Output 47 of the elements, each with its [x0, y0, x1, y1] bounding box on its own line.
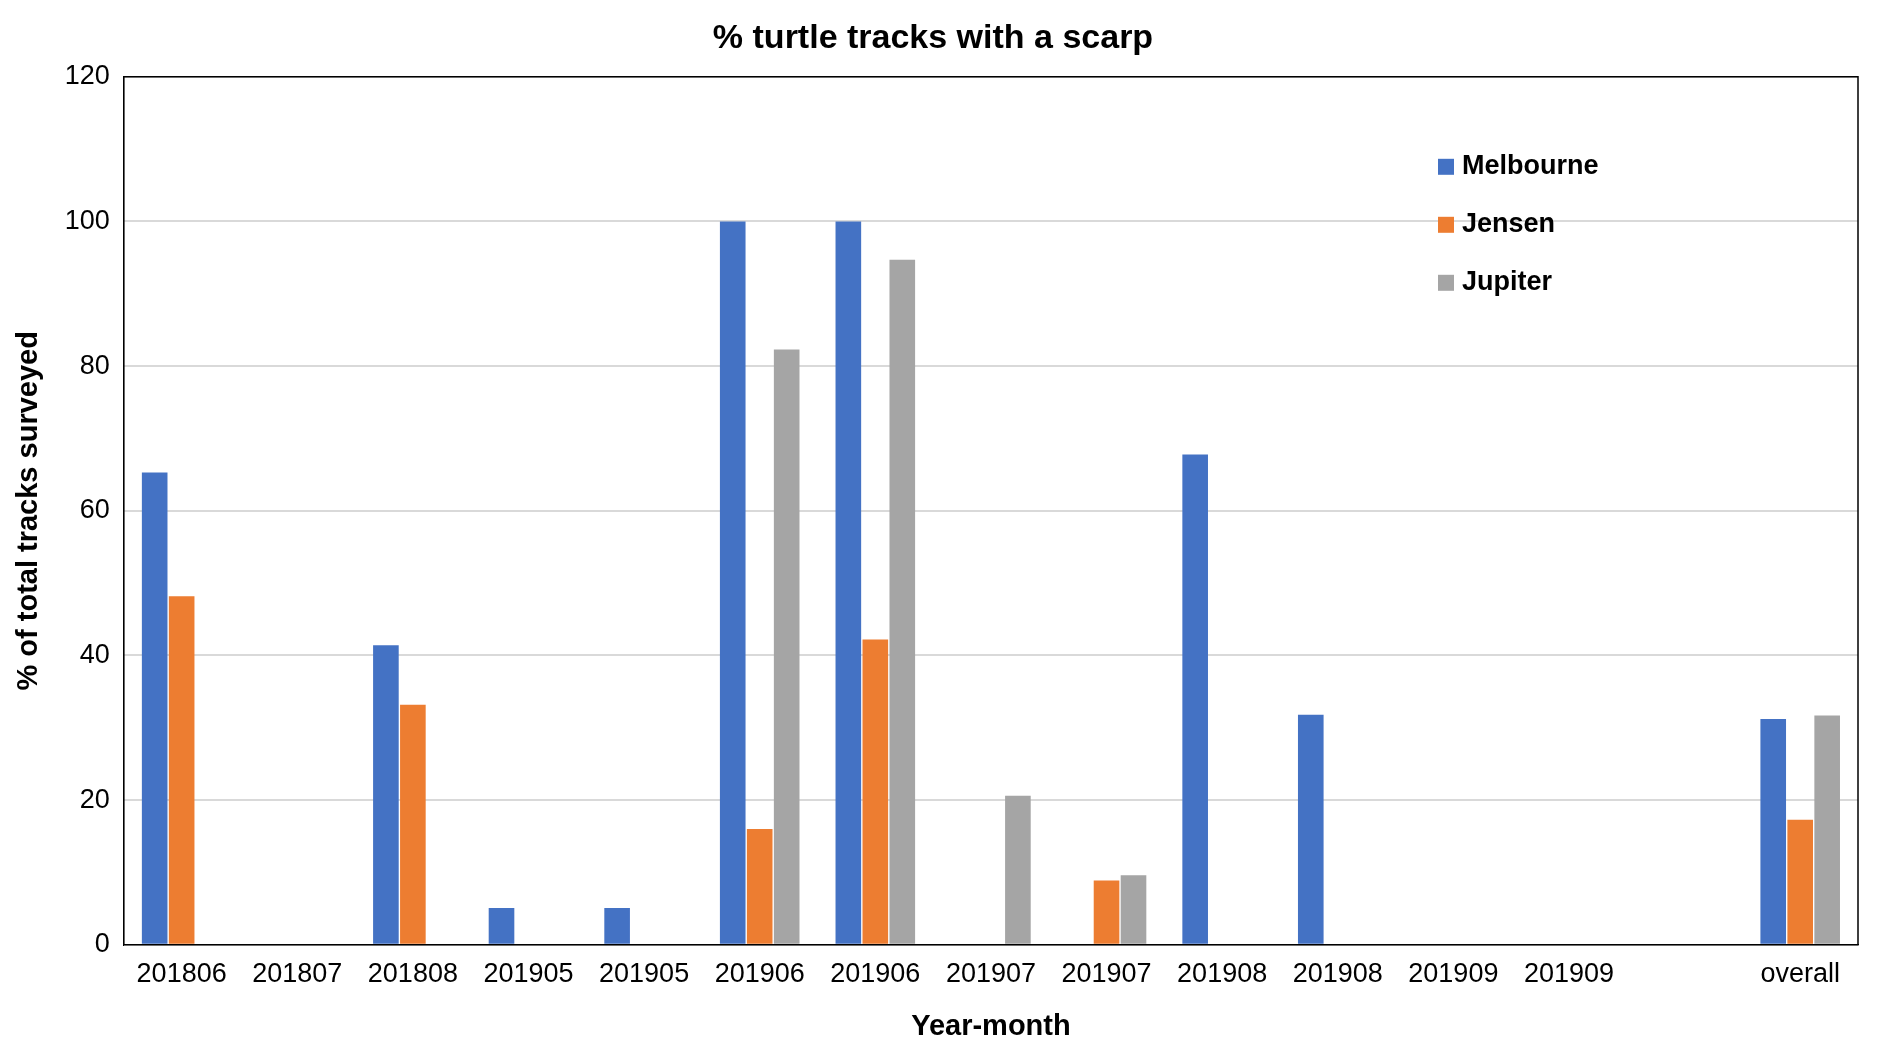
x-axis-title: Year-month [911, 1008, 1071, 1041]
x-tick-label: 201905 [599, 958, 690, 989]
bar [1297, 714, 1324, 944]
x-tick-label: 201906 [714, 958, 805, 989]
x-tick-label: 201905 [483, 958, 574, 989]
bar [1814, 715, 1840, 944]
bar [1093, 880, 1120, 944]
y-tick-label: 80 [79, 349, 110, 380]
bar [488, 907, 515, 944]
x-tick-label: 201808 [367, 958, 458, 989]
x-tick-label: 201908 [1177, 958, 1268, 989]
bar [746, 829, 773, 944]
bar [168, 596, 195, 944]
x-tick-label: 201909 [1523, 958, 1615, 989]
y-tick-label: 100 [64, 204, 110, 235]
bar [862, 639, 889, 944]
x-tick-label: 201907 [945, 958, 1036, 989]
bar [373, 645, 399, 944]
bar [1182, 454, 1208, 944]
x-tick-label: 201907 [1061, 958, 1152, 989]
x-tick-label: 201806 [136, 958, 227, 989]
bar [1120, 875, 1147, 944]
bar [1787, 819, 1814, 944]
y-axis-title: % of total tracks surveyed [11, 331, 44, 691]
y-tick-label: 40 [79, 638, 110, 669]
x-tick-label: 201807 [252, 958, 343, 989]
x-tick-label: 201909 [1408, 958, 1499, 989]
x-tick-label: 201908 [1292, 958, 1383, 989]
bar [400, 704, 426, 944]
legend-label: Jupiter [1462, 266, 1553, 297]
y-tick-label: 60 [79, 494, 110, 525]
bar [889, 259, 916, 944]
y-tick-label: 0 [94, 928, 110, 959]
bar [773, 349, 800, 944]
legend-label: Jensen [1462, 208, 1556, 239]
bar [719, 221, 746, 944]
bar [141, 472, 168, 944]
x-tick-label: overall [1760, 958, 1840, 989]
x-tick-label: 201906 [830, 958, 921, 989]
bar [1005, 795, 1031, 944]
bar [1760, 719, 1787, 944]
legend-label: Melbourne [1462, 150, 1599, 181]
bar [835, 221, 862, 944]
y-tick-label: 120 [64, 60, 110, 91]
chart-title: % turtle tracks with a scarp [712, 16, 1154, 55]
bar [604, 907, 630, 944]
y-tick-label: 20 [79, 783, 110, 814]
